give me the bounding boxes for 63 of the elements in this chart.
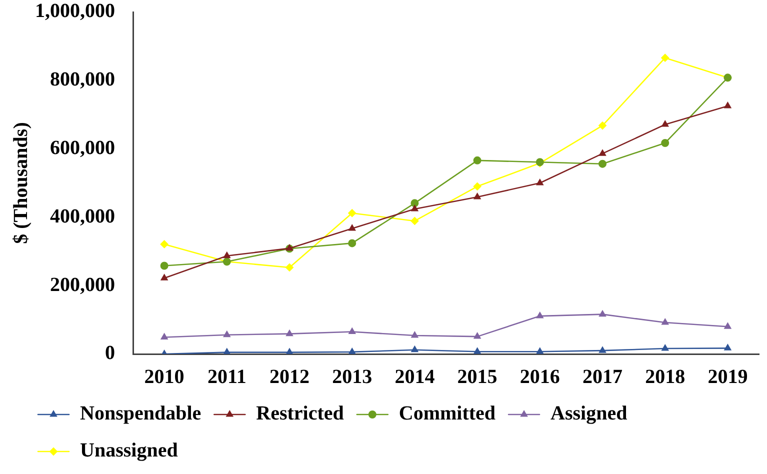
- x-tick-label: 2018: [645, 366, 686, 388]
- y-axis-title: $ (Thousands): [10, 122, 32, 244]
- point: [286, 348, 294, 354]
- point: [411, 332, 418, 338]
- point: [223, 330, 230, 338]
- point: [348, 239, 356, 248]
- point: [662, 120, 669, 127]
- y-tick-label: 200,000: [50, 274, 115, 296]
- point: [474, 193, 481, 200]
- point: [348, 224, 356, 231]
- point: [348, 328, 356, 334]
- x-tick-label: 2017: [582, 366, 622, 388]
- point: [598, 160, 606, 168]
- point: [474, 348, 481, 354]
- x-tick-label: 2019: [708, 366, 748, 388]
- point: [598, 150, 606, 156]
- point: [473, 182, 482, 190]
- legend-label: Restricted: [256, 402, 344, 425]
- point: [160, 333, 168, 340]
- point: [160, 262, 168, 270]
- point: [724, 344, 732, 350]
- y-tick-label: 800,000: [50, 68, 115, 91]
- legend-label: Nonspendable: [80, 402, 202, 425]
- point: [411, 204, 418, 212]
- legend-label: Committed: [398, 402, 496, 425]
- point: [536, 179, 544, 186]
- point: [411, 346, 418, 352]
- legend-label: Unassigned: [80, 440, 178, 462]
- point: [598, 310, 606, 317]
- point: [160, 274, 168, 280]
- point: [348, 209, 356, 218]
- y-tick-label: 400,000: [50, 205, 115, 228]
- y-tick-label: 600,000: [50, 136, 115, 159]
- y-tick-label: 1,000,000: [35, 0, 115, 22]
- y-tick-label: 0: [105, 342, 115, 364]
- x-tick-label: 2012: [270, 366, 310, 388]
- point: [223, 348, 230, 354]
- x-tick-label: 2014: [394, 366, 435, 388]
- point: [661, 138, 670, 147]
- x-tick-label: 2015: [457, 366, 498, 388]
- point: [662, 344, 669, 351]
- x-tick-label: 2016: [520, 366, 560, 388]
- point: [598, 122, 606, 130]
- point: [536, 312, 544, 318]
- x-tick-label: 2013: [332, 366, 372, 388]
- point: [536, 348, 544, 354]
- x-tick-label: 2010: [144, 366, 184, 388]
- point: [160, 240, 168, 248]
- point: [410, 199, 419, 208]
- point: [661, 54, 670, 62]
- point: [473, 156, 482, 164]
- point: [662, 318, 669, 325]
- point: [286, 330, 294, 336]
- point: [474, 332, 481, 339]
- point: [286, 263, 294, 272]
- legend-label: Assigned: [550, 402, 628, 425]
- point: [348, 348, 356, 354]
- point: [223, 252, 230, 258]
- point: [724, 322, 732, 329]
- point: [410, 216, 419, 225]
- x-tick-label: 2011: [207, 366, 246, 388]
- point: [724, 102, 732, 108]
- point: [598, 346, 606, 353]
